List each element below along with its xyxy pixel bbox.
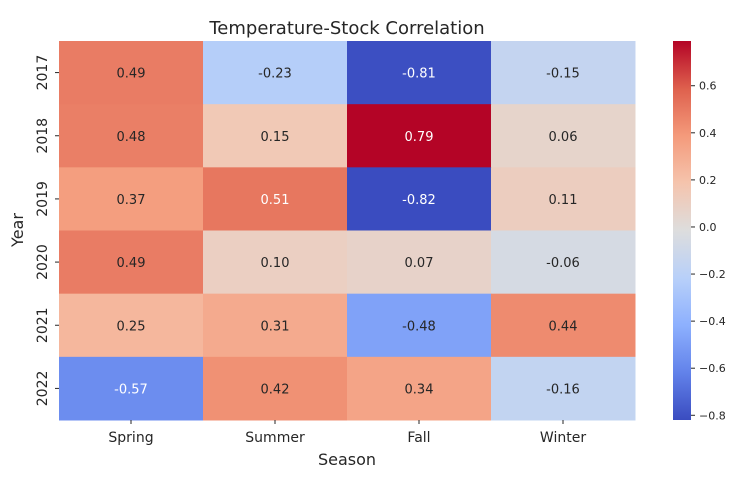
colorbar-gradient [673, 41, 691, 420]
heatmap-cell [491, 41, 636, 105]
heatmap-cell [491, 167, 636, 231]
y-tick-label: 2017 [35, 55, 51, 91]
cell-value-label: 0.07 [405, 256, 434, 271]
heatmap-cell [347, 293, 492, 358]
colorbar-tick-label: 0.2 [699, 174, 717, 187]
cell-value-label: 0.79 [405, 130, 434, 145]
heatmap-cell [59, 41, 204, 105]
heatmap-cell [347, 230, 492, 295]
heatmap-cell [203, 167, 348, 231]
x-axis-label: Season [318, 450, 376, 469]
cell-value-label: 0.51 [261, 193, 290, 208]
heatmap-cell [203, 293, 348, 358]
cell-value-label: 0.44 [549, 319, 578, 334]
cell-value-label: -0.81 [402, 67, 436, 82]
heatmap-cell [347, 104, 492, 168]
chart-title: Temperature-Stock Correlation [208, 18, 484, 39]
heatmap-cell [491, 356, 636, 421]
y-tick-label: 2018 [35, 118, 51, 154]
y-axis-ticks: 2017 2018 2019 2020 2021 2022 [35, 55, 59, 406]
colorbar: 0.6 0.4 0.2 0.0 −0.2 −0.4 −0.6 −0.8 [673, 41, 726, 422]
cell-value-label: 0.49 [117, 67, 146, 82]
heatmap-cell [347, 41, 492, 105]
heatmap-cell [491, 230, 636, 295]
x-tick-label: Spring [108, 430, 153, 446]
heatmap-cell [203, 104, 348, 168]
cell-value-label: -0.57 [114, 382, 148, 397]
cell-value-label: 0.10 [261, 256, 290, 271]
x-tick-label: Fall [407, 430, 430, 446]
cell-value-label: -0.16 [546, 382, 580, 397]
y-tick-label: 2021 [35, 307, 51, 343]
colorbar-tick-label: −0.2 [699, 268, 726, 281]
heatmap-cell [347, 167, 492, 231]
heatmap-cell [491, 293, 636, 358]
heatmap-cell [59, 167, 204, 231]
colorbar-tick-label: 0.0 [699, 221, 717, 234]
cell-value-label: 0.25 [117, 319, 146, 334]
heatmap-cell [59, 230, 204, 295]
cell-value-label: -0.48 [402, 319, 436, 334]
cell-value-label: -0.82 [402, 193, 436, 208]
cell-value-label: 0.48 [117, 130, 146, 145]
heatmap-cell [491, 104, 636, 168]
heatmap-cells: 0.49 -0.23 -0.81 -0.15 0.48 0.15 0.79 0.06 0.37 0… [59, 41, 636, 421]
cell-value-label: -0.23 [258, 67, 292, 82]
cell-value-label: 0.31 [261, 319, 290, 334]
heatmap-cell [203, 41, 348, 105]
colorbar-tick-label: −0.6 [699, 362, 726, 375]
cell-value-label: 0.06 [549, 130, 578, 145]
y-axis-label: Year [8, 213, 27, 248]
cell-value-label: 0.11 [549, 193, 578, 208]
cell-value-label: -0.15 [546, 67, 580, 82]
cell-value-label: 0.42 [261, 382, 290, 397]
y-tick-label: 2020 [35, 244, 51, 280]
colorbar-tick-label: 0.4 [699, 127, 717, 140]
cell-value-label: -0.06 [546, 256, 580, 271]
x-axis-ticks: Spring Summer Fall Winter [108, 420, 586, 446]
y-tick-label: 2019 [35, 181, 51, 217]
heatmap-cell [59, 293, 204, 358]
heatmap-cell [59, 356, 204, 421]
cell-value-label: 0.49 [117, 256, 146, 271]
y-tick-label: 2022 [35, 371, 51, 407]
colorbar-tick-label: −0.8 [699, 409, 726, 422]
x-tick-label: Winter [540, 430, 586, 446]
heatmap-cell [347, 356, 492, 421]
colorbar-tick-label: 0.6 [699, 80, 717, 93]
heatmap-cell [203, 230, 348, 295]
heatmap-cell [203, 356, 348, 421]
colorbar-tick-label: −0.4 [699, 315, 726, 328]
cell-value-label: 0.34 [405, 382, 434, 397]
heatmap-cell [59, 104, 204, 168]
cell-value-label: 0.37 [117, 193, 146, 208]
x-tick-label: Summer [245, 430, 305, 446]
cell-value-label: 0.15 [261, 130, 290, 145]
